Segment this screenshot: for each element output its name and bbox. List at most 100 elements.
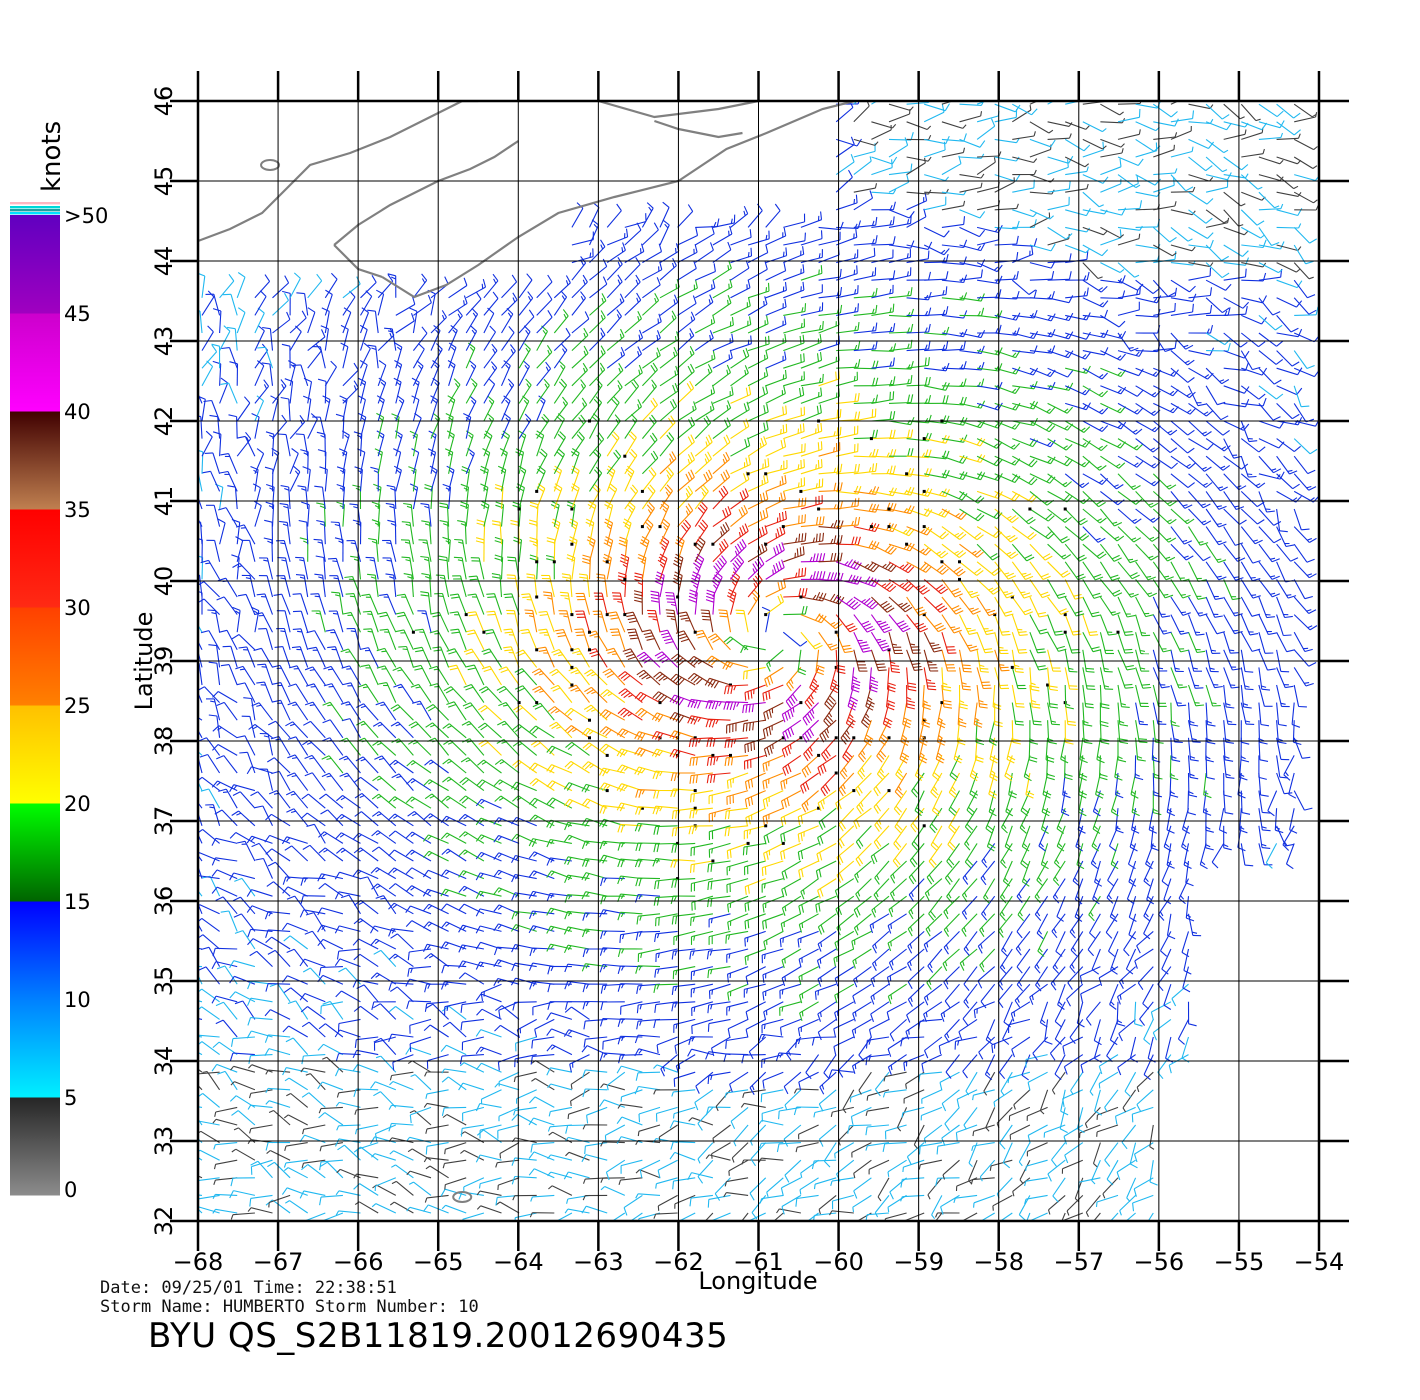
wind-barb (836, 194, 858, 211)
wind-barb (1091, 948, 1101, 975)
wind-barb (1282, 825, 1295, 851)
wind-barb (1143, 895, 1154, 922)
wind-barb (214, 1106, 238, 1117)
wind-barb (286, 1093, 309, 1108)
wind-barb (653, 1018, 678, 1029)
wind-barb (1059, 1107, 1068, 1134)
wind-barb (1240, 543, 1261, 564)
wind-barb (634, 806, 661, 815)
wind-barb (215, 1019, 238, 1038)
wind-barb (213, 1177, 238, 1185)
wind-barb (763, 841, 785, 862)
wind-barb (1205, 156, 1228, 173)
wind-barb (218, 507, 238, 527)
wind-barb (624, 484, 639, 510)
wind-barb (634, 1085, 661, 1095)
wind-barb (371, 883, 397, 897)
wind-barb (712, 214, 736, 228)
wind-barb (493, 869, 520, 880)
wind-barb (1177, 1019, 1189, 1045)
wind-barb (582, 1124, 608, 1130)
wind-barb (977, 966, 996, 989)
wind-barb (712, 506, 732, 528)
wind-barb (673, 1018, 696, 1033)
wind-barb (873, 772, 890, 797)
wind-barb (281, 343, 291, 369)
wind-barb (1037, 931, 1049, 957)
wind-barb (341, 665, 361, 686)
wind-barb (853, 631, 872, 653)
wind-barb (1258, 596, 1275, 619)
wind-barb (307, 329, 326, 352)
wind-barb (1047, 526, 1070, 544)
wind-barb (198, 754, 203, 774)
wind-barb (272, 311, 291, 334)
wind-barb (979, 948, 996, 973)
wind-barb (1067, 966, 1084, 990)
wind-barb (370, 1136, 396, 1145)
wind-barb (520, 628, 539, 652)
wind-barb (323, 665, 344, 686)
wind-barb (264, 1048, 291, 1057)
wind-barb (1285, 843, 1295, 870)
wind-barb (671, 878, 696, 888)
wind-barb (853, 304, 878, 316)
wind-barb (765, 474, 787, 492)
wind-barb (538, 628, 555, 650)
wind-barb (1187, 702, 1199, 727)
wind-barb (1170, 631, 1189, 653)
wind-barb (712, 386, 734, 404)
wind-barb (711, 571, 723, 598)
wind-barb (635, 965, 661, 974)
wind-barb (1002, 860, 1013, 887)
wind-barb (635, 1169, 661, 1179)
wind-barb (763, 825, 784, 845)
wind-barb (906, 596, 927, 616)
wind-barb (1153, 168, 1178, 176)
wind-barb (441, 964, 467, 974)
wind-barb (1205, 508, 1227, 528)
colorbar-cap-stripe (10, 206, 60, 209)
wind-barb (1188, 561, 1207, 583)
wind-barb (1223, 543, 1246, 562)
wind-barb (958, 684, 968, 710)
wind-barb (654, 930, 678, 942)
wind-barb (1061, 1159, 1084, 1174)
wind-barb (284, 1142, 308, 1151)
wind-barb (817, 825, 837, 846)
wind-barb (652, 691, 678, 704)
wind-barb (677, 401, 697, 422)
wind-barb (797, 842, 819, 861)
wind-barb (583, 1018, 608, 1030)
wind-barb (1100, 103, 1124, 116)
wind-barb (1293, 332, 1319, 343)
wind-barb (255, 857, 274, 879)
wind-barb (304, 666, 326, 686)
wind-barb (1153, 302, 1176, 316)
wind-barb (547, 1154, 573, 1161)
wind-barb (385, 573, 397, 598)
wind-barb (926, 860, 943, 885)
wind-barb (783, 443, 806, 457)
wind-barb (833, 1018, 855, 1037)
wind-barb (568, 684, 590, 703)
wind-barb (724, 825, 749, 837)
wind-barb (229, 991, 256, 1003)
wind-barb (1288, 772, 1297, 799)
wind-barb (408, 721, 432, 739)
wind-barb (920, 1106, 943, 1121)
wind-barb (726, 588, 737, 615)
wind-barb (1143, 913, 1154, 940)
wind-barb (555, 628, 574, 652)
wind-barb (817, 913, 837, 935)
wind-barb (198, 1208, 203, 1214)
wind-barb (513, 1071, 537, 1083)
wind-barb (1274, 808, 1284, 834)
wind-barb (927, 948, 943, 973)
wind-barb (581, 963, 608, 972)
wind-barb (1258, 132, 1284, 140)
wind-barb (642, 277, 661, 299)
wind-barb (550, 684, 573, 703)
wind-barb (1293, 156, 1318, 169)
wind-barb (388, 883, 414, 897)
